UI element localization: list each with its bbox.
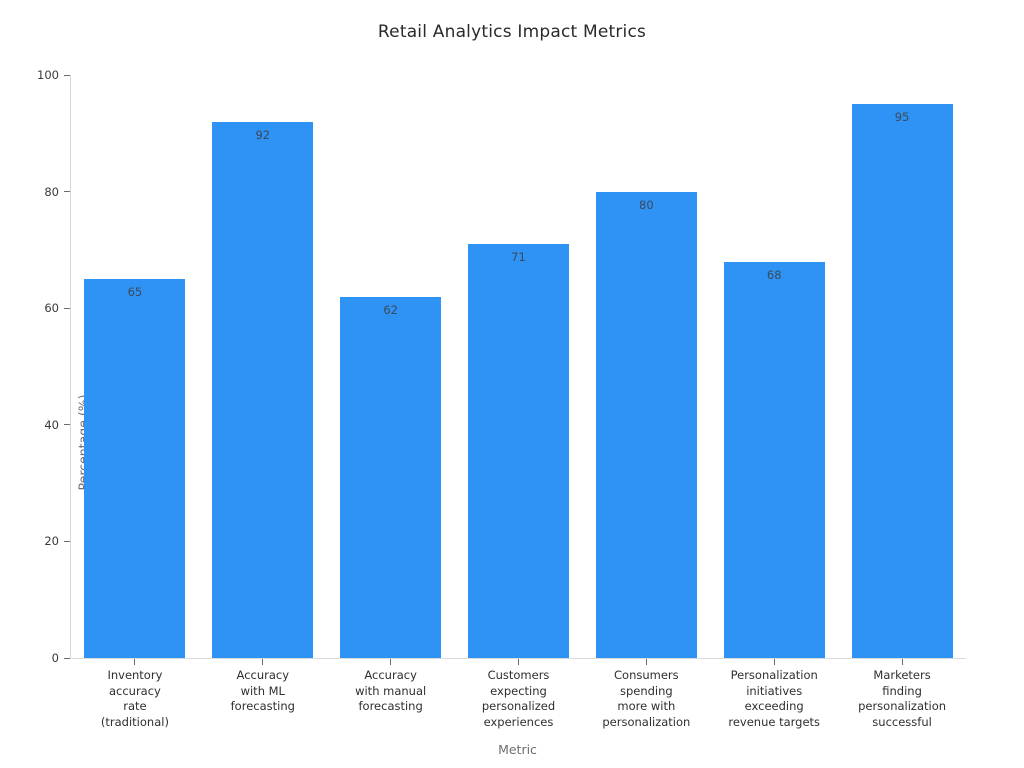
x-tick-mark [134, 659, 136, 665]
bar-value-label: 62 [383, 302, 398, 317]
bar-value-label: 92 [255, 127, 271, 142]
bar: 65 [84, 279, 186, 658]
bar-value-label: 95 [894, 110, 910, 125]
bar: 92 [212, 121, 314, 658]
x-tick-mark [773, 659, 775, 665]
x-tick-mark [518, 659, 519, 665]
x-axis-title: Metric [498, 742, 537, 757]
y-tick-mark [64, 424, 70, 426]
bar-value-label: 68 [766, 267, 782, 282]
x-tick-mark [901, 659, 903, 665]
chart-title: Retail Analytics Impact Metrics [377, 22, 647, 42]
y-tick-label: 100 [37, 68, 59, 82]
y-tick-mark [64, 74, 70, 76]
x-tick-label: Consumers spending more with personaliza… [602, 668, 691, 729]
x-tick-mark [262, 659, 264, 665]
y-tick-label: 80 [44, 184, 59, 199]
x-tick-label: Inventory accuracy rate (traditional) [100, 668, 169, 729]
bar: 71 [468, 244, 569, 658]
y-tick-label: 20 [44, 534, 59, 549]
y-tick-label: 60 [44, 301, 59, 316]
bar-value-label: 80 [639, 197, 654, 212]
bar: 80 [595, 191, 697, 658]
y-tick-label: 40 [44, 417, 59, 432]
y-tick-mark [64, 540, 70, 542]
bar: 95 [851, 104, 953, 658]
x-tick-label: Customers expecting personalized experie… [481, 668, 556, 729]
x-tick-label: Accuracy with manual forecasting [355, 668, 427, 713]
x-tick-label: Accuracy with ML forecasting [230, 668, 295, 713]
bar-value-label: 71 [511, 250, 526, 265]
x-tick-mark [645, 659, 647, 665]
bar: 62 [340, 296, 442, 658]
x-tick-label: Personalization initiatives exceeding re… [728, 668, 821, 729]
y-tick-mark [64, 307, 70, 309]
bar: 68 [723, 261, 825, 658]
y-tick-mark [64, 191, 70, 193]
plot-area: Percentage (%) 0 20 40 60 80 100 65 Inventory a… [37, 68, 966, 729]
x-tick-label: Marketers finding personalization succes… [858, 668, 947, 729]
y-tick-mark [64, 657, 70, 659]
y-tick-label: 0 [51, 651, 59, 665]
x-tick-mark [390, 659, 392, 665]
bar-value-label: 65 [127, 285, 143, 300]
